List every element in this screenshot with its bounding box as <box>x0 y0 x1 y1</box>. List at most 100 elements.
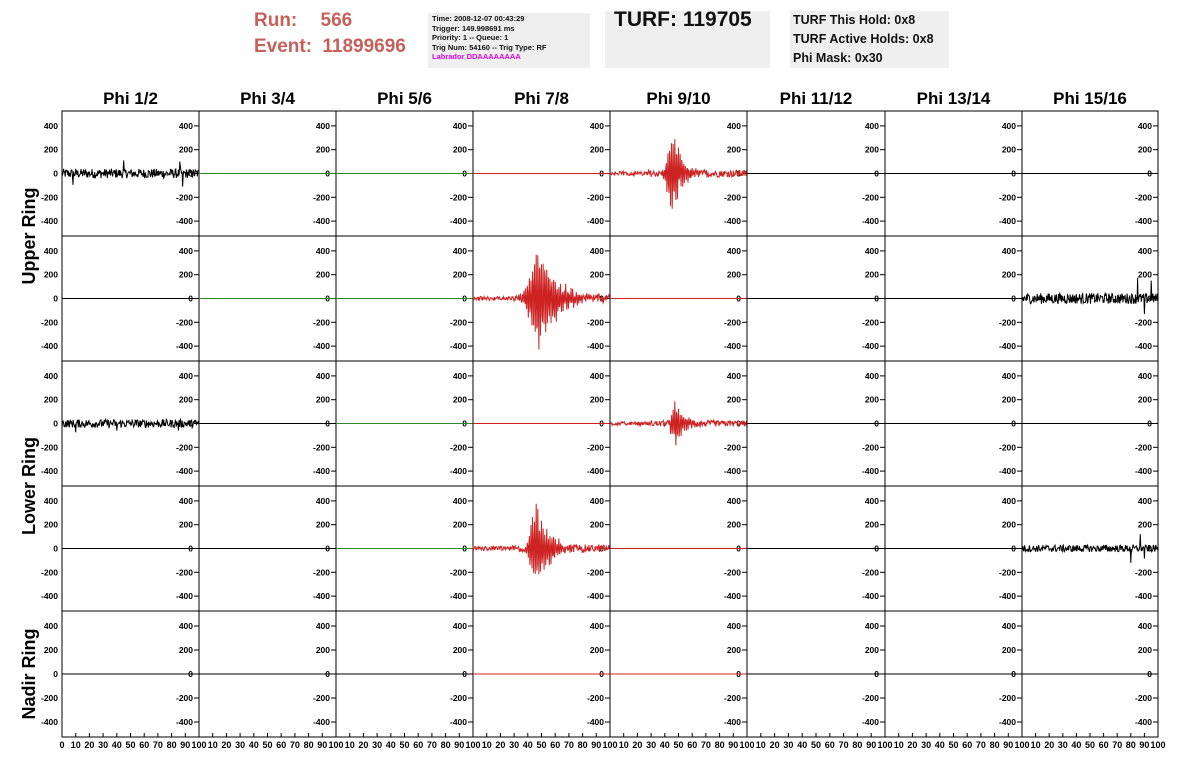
x-tick-label-c7-0: 10 <box>1031 740 1041 750</box>
y-tick-label-r4-c5-3: -200 <box>862 693 879 703</box>
y-tick-label-r1-c0-1: 200 <box>179 270 193 280</box>
y-tick-label-r4-c7-1: 200 <box>1138 645 1152 655</box>
x-tick-label-c6-0: 10 <box>894 740 904 750</box>
x-tick-label-c1-7: 80 <box>304 740 314 750</box>
info-line-trignum: Trig Num: 54160 -- Trig Type: RF <box>432 42 547 52</box>
y-tick-label-left-r3-3: -200 <box>41 567 58 577</box>
y-tick-label-r4-c1-0: 400 <box>316 621 330 631</box>
y-tick-label-r0-c7-3: -200 <box>1135 192 1152 202</box>
y-tick-label-r1-c5-4: -400 <box>862 341 879 351</box>
y-tick-label-r3-c1-1: 200 <box>316 520 330 530</box>
y-tick-label-left-r3-2: 0 <box>53 544 58 554</box>
y-tick-label-left-r2-0: 400 <box>44 371 58 381</box>
y-tick-label-r0-c4-3: -200 <box>724 192 741 202</box>
y-tick-label-r4-c0-1: 200 <box>179 645 193 655</box>
x-tick-label-c2-3: 40 <box>386 740 396 750</box>
x-tick-label-c4-2: 30 <box>646 740 656 750</box>
row-label-lower-ring: Lower Ring <box>19 437 39 535</box>
y-tick-label-r3-c6-3: -200 <box>999 567 1016 577</box>
trace-r3-c3 <box>472 503 611 575</box>
x-tick-label-c1-1: 20 <box>221 740 231 750</box>
hold-line-this: TURF This Hold: 0x8 <box>793 13 916 27</box>
y-tick-label-r1-c6-0: 400 <box>1002 246 1016 256</box>
x-tick-label-c6-5: 60 <box>962 740 972 750</box>
y-tick-label-r1-c3-0: 400 <box>590 246 604 256</box>
y-tick-label-r2-c4-1: 200 <box>727 395 741 405</box>
y-tick-label-r1-c5-3: -200 <box>862 317 879 327</box>
y-tick-label-r2-c7-4: -400 <box>1135 466 1152 476</box>
run-row: Run: 566 <box>254 8 406 34</box>
x-tick-label-c4-5: 60 <box>687 740 697 750</box>
x-tick-label-c7-6: 70 <box>1112 740 1122 750</box>
x-tick-label-c5-2: 30 <box>783 740 793 750</box>
y-tick-label-left-r0-3: -200 <box>41 192 58 202</box>
y-tick-label-r2-c2-3: -200 <box>450 442 467 452</box>
x-tick-label-c1-6: 70 <box>290 740 300 750</box>
x-tick-label-c0-3: 30 <box>98 740 108 750</box>
row-label-nadir-ring: Nadir Ring <box>19 628 39 719</box>
y-tick-label-r1-c6-1: 200 <box>1002 270 1016 280</box>
y-tick-label-r3-c5-1: 200 <box>865 520 879 530</box>
x-tick-label-c0-9: 90 <box>180 740 190 750</box>
y-tick-label-r3-c3-3: -200 <box>587 567 604 577</box>
y-tick-label-r4-c5-4: -400 <box>862 717 879 727</box>
y-tick-label-r0-c6-4: -400 <box>999 216 1016 226</box>
x-tick-label-c6-1: 20 <box>907 740 917 750</box>
x-tick-label-c2-1: 20 <box>358 740 368 750</box>
row-label-upper-ring: Upper Ring <box>19 188 39 285</box>
y-tick-label-r3-c7-0: 400 <box>1138 496 1152 506</box>
y-tick-label-r3-c4-0: 400 <box>727 496 741 506</box>
y-tick-label-r3-c3-0: 400 <box>590 496 604 506</box>
x-tick-label-c5-4: 50 <box>811 740 821 750</box>
run-label: Run: <box>254 10 298 31</box>
column-label-6: Phi 11/12 <box>780 89 853 108</box>
info-line-time: Time: 2008-12-07 00:43:29 <box>432 14 525 23</box>
y-tick-label-left-r3-1: 200 <box>44 520 58 530</box>
y-tick-label-r2-c3-1: 200 <box>590 395 604 405</box>
y-tick-label-r0-c3-1: 200 <box>590 145 604 155</box>
y-tick-label-r0-c6-1: 200 <box>1002 145 1016 155</box>
y-tick-label-r2-c7-1: 200 <box>1138 395 1152 405</box>
y-tick-label-r0-c1-0: 400 <box>316 121 330 131</box>
y-tick-label-r0-c6-0: 400 <box>1002 121 1016 131</box>
y-tick-label-left-r2-1: 200 <box>44 395 58 405</box>
y-tick-label-r0-c3-0: 400 <box>590 121 604 131</box>
x-tick-label-c1-4: 50 <box>262 740 272 750</box>
x-tick-label-c0-4: 40 <box>112 740 122 750</box>
x-tick-label-c7-5: 60 <box>1099 740 1109 750</box>
y-tick-label-r0-c2-1: 200 <box>453 145 467 155</box>
column-label-5: Phi 9/10 <box>646 89 710 108</box>
y-tick-label-r2-c0-1: 200 <box>179 395 193 405</box>
y-tick-label-r0-c5-3: -200 <box>862 192 879 202</box>
y-tick-label-r4-c6-3: -200 <box>999 693 1016 703</box>
y-tick-label-r4-c3-4: -400 <box>587 717 604 727</box>
trace-r3-c7 <box>1021 534 1159 563</box>
y-tick-label-left-r1-2: 0 <box>53 294 58 304</box>
y-tick-label-r4-c7-3: -200 <box>1135 693 1152 703</box>
y-tick-label-left-r1-4: -400 <box>41 341 58 351</box>
x-tick-label-c3-9: 100 <box>602 740 617 750</box>
y-tick-label-left-r0-2: 0 <box>53 169 58 179</box>
trigger-info-box: Time: 2008-12-07 00:43:29 Trigger: 149.9… <box>428 13 590 68</box>
y-tick-label-left-r0-4: -400 <box>41 216 58 226</box>
x-tick-label-c5-9: 100 <box>877 740 892 750</box>
y-tick-label-r2-c1-0: 400 <box>316 371 330 381</box>
y-tick-label-r2-c1-1: 200 <box>316 395 330 405</box>
y-tick-label-r1-c4-0: 400 <box>727 246 741 256</box>
y-tick-label-r0-c5-0: 400 <box>865 121 879 131</box>
y-tick-label-r1-c2-1: 200 <box>453 270 467 280</box>
x-tick-label-c0-7: 70 <box>153 740 163 750</box>
y-tick-label-r2-c5-1: 200 <box>865 395 879 405</box>
x-tick-label-c3-3: 40 <box>523 740 533 750</box>
x-tick-label-c7-8: 90 <box>1139 740 1149 750</box>
y-tick-label-r1-c2-0: 400 <box>453 246 467 256</box>
y-tick-label-r0-c2-3: -200 <box>450 192 467 202</box>
y-tick-label-r3-c4-4: -400 <box>724 591 741 601</box>
x-tick-label-c6-2: 30 <box>921 740 931 750</box>
turf-box <box>605 11 770 68</box>
x-tick-label-c3-0: 10 <box>482 740 492 750</box>
run-event-header: Run: 566 Event: 11899696 <box>254 8 406 60</box>
x-tick-label-c7-2: 30 <box>1058 740 1068 750</box>
trace-r0-c0 <box>61 160 200 187</box>
